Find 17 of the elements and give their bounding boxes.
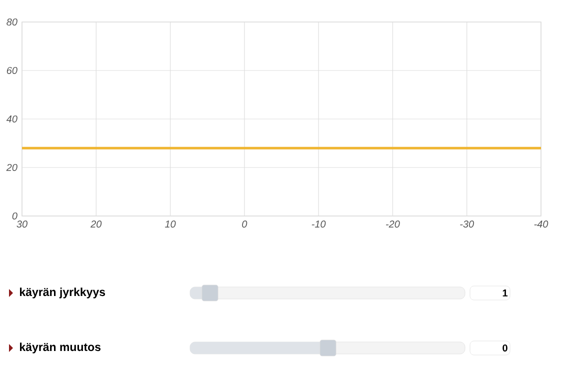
y-tick-label: 80 — [6, 18, 18, 26]
text: 0 — [502, 344, 508, 352]
text: käyrän muutos — [20, 342, 101, 354]
y-tick-label: 40 — [6, 115, 18, 123]
y-tick-label: 0 — [12, 212, 18, 220]
y-tick-label: 60 — [6, 66, 18, 74]
x-tick-label: -30 — [460, 220, 474, 228]
text: 1 — [502, 290, 508, 296]
x-tick-label: 30 — [16, 220, 28, 228]
x-tick-label: -10 — [312, 220, 326, 228]
x-tick-label: 0 — [242, 220, 248, 228]
x-tick-label: 10 — [164, 220, 176, 228]
text: käyrän jyrkkyys — [20, 288, 106, 298]
x-tick-label: 20 — [90, 220, 102, 228]
x-tick-label: -20 — [386, 220, 400, 228]
x-tick-label: -40 — [534, 220, 548, 228]
y-tick-label: 20 — [6, 164, 18, 172]
